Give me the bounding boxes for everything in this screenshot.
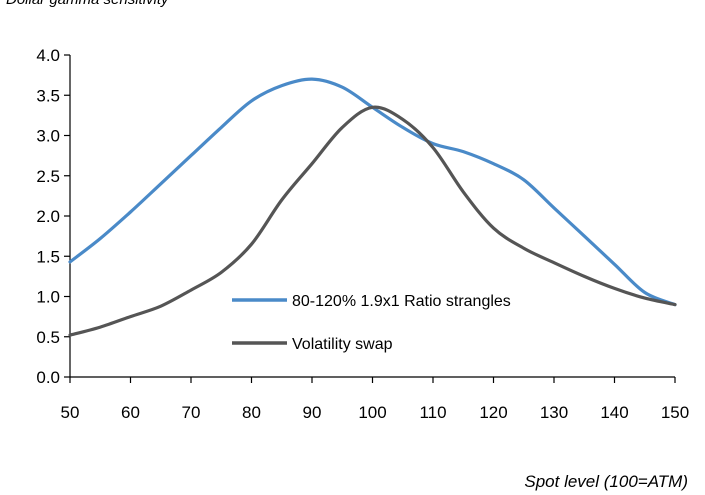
x-tick-label: 60 bbox=[121, 403, 140, 422]
series-line-volatility-swap bbox=[68, 105, 677, 337]
x-tick-label: 150 bbox=[661, 403, 689, 422]
x-tick-label: 130 bbox=[540, 403, 568, 422]
x-axis-label: Spot level (100=ATM) bbox=[524, 472, 688, 491]
y-axis: 0.0 0.5 1.0 1.5 2.0 2.5 3.0 3.5 4.0 bbox=[36, 46, 71, 387]
legend: 80-120% 1.9x1 Ratio strangles Volatility … bbox=[232, 293, 511, 353]
legend-label: 80-120% 1.9x1 Ratio strangles bbox=[292, 293, 511, 310]
x-tick-label: 90 bbox=[303, 403, 322, 422]
x-axis: 50 60 70 80 90 100 110 120 130 140 150 bbox=[61, 376, 689, 422]
series-line-80-120-1-9x1-ratio-strangles bbox=[68, 77, 677, 307]
y-tick-label: 0.0 bbox=[36, 368, 60, 387]
y-tick-label: 0.5 bbox=[36, 328, 60, 347]
chart-title: Dollar gamma sensitivity bbox=[6, 0, 170, 8]
x-tick-label: 70 bbox=[182, 403, 201, 422]
x-tick-label: 110 bbox=[419, 403, 446, 422]
y-tick-label: 4.0 bbox=[36, 46, 60, 65]
x-tick-label: 50 bbox=[61, 403, 80, 422]
y-tick-label: 1.5 bbox=[36, 247, 60, 266]
y-tick-label: 1.0 bbox=[36, 288, 60, 307]
x-tick-label: 80 bbox=[242, 403, 261, 422]
y-tick-label: 2.0 bbox=[36, 207, 60, 226]
x-tick-label: 100 bbox=[358, 403, 386, 422]
x-tick-label: 140 bbox=[600, 403, 628, 422]
legend-label: Volatility swap bbox=[292, 336, 393, 353]
series-layer bbox=[68, 77, 677, 337]
y-tick-label: 3.5 bbox=[36, 86, 60, 105]
x-tick-label: 120 bbox=[479, 403, 507, 422]
y-tick-label: 2.5 bbox=[36, 167, 60, 186]
y-tick-label: 3.0 bbox=[36, 127, 60, 146]
